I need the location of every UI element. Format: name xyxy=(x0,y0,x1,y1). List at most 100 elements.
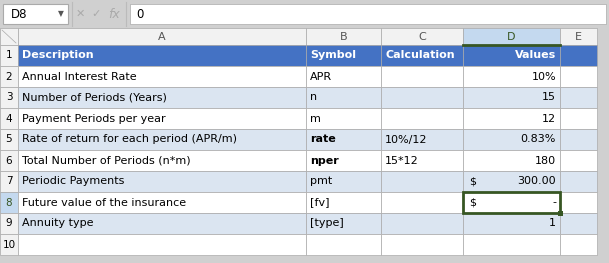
Bar xyxy=(306,150,381,171)
Text: D8: D8 xyxy=(11,8,27,21)
Bar xyxy=(0,108,18,129)
Bar xyxy=(306,87,381,108)
Text: m: m xyxy=(310,114,321,124)
Bar xyxy=(306,234,381,255)
Bar xyxy=(130,4,606,24)
Bar xyxy=(463,192,560,213)
Text: [fv]: [fv] xyxy=(310,198,329,208)
Bar xyxy=(18,28,306,45)
Bar xyxy=(306,45,381,66)
Bar xyxy=(463,171,560,192)
Text: 300.00: 300.00 xyxy=(518,176,556,186)
Bar xyxy=(306,108,381,129)
Text: Symbol: Symbol xyxy=(310,50,356,60)
Text: 1: 1 xyxy=(5,50,12,60)
Bar xyxy=(381,129,463,150)
Bar xyxy=(463,129,560,150)
Text: 15*12: 15*12 xyxy=(385,155,419,165)
Bar xyxy=(381,171,463,192)
Bar xyxy=(18,66,306,87)
Bar xyxy=(560,129,597,150)
Bar xyxy=(381,87,463,108)
Text: E: E xyxy=(575,32,582,42)
Text: 10: 10 xyxy=(2,240,16,250)
Bar xyxy=(0,45,18,66)
Text: $: $ xyxy=(469,198,476,208)
Bar xyxy=(306,171,381,192)
Text: Annual Interest Rate: Annual Interest Rate xyxy=(22,72,136,82)
Text: Number of Periods (Years): Number of Periods (Years) xyxy=(22,93,167,103)
Bar xyxy=(0,234,18,255)
Text: Values: Values xyxy=(515,50,556,60)
Bar xyxy=(463,87,560,108)
Text: 2: 2 xyxy=(5,72,12,82)
Bar xyxy=(560,213,597,234)
Bar xyxy=(306,213,381,234)
Text: [type]: [type] xyxy=(310,219,343,229)
Bar xyxy=(560,234,597,255)
Bar xyxy=(560,66,597,87)
Text: ✕: ✕ xyxy=(76,9,85,19)
Bar xyxy=(381,45,463,66)
Bar xyxy=(463,66,560,87)
Bar xyxy=(0,129,18,150)
Text: Future value of the insurance: Future value of the insurance xyxy=(22,198,186,208)
Text: 10%: 10% xyxy=(532,72,556,82)
Text: Total Number of Periods (n*m): Total Number of Periods (n*m) xyxy=(22,155,191,165)
Bar xyxy=(463,234,560,255)
Bar xyxy=(381,234,463,255)
Text: ✓: ✓ xyxy=(91,9,100,19)
Text: Calculation: Calculation xyxy=(385,50,455,60)
Text: 10%/12: 10%/12 xyxy=(385,134,428,144)
Text: APR: APR xyxy=(310,72,332,82)
Bar xyxy=(18,192,306,213)
Bar xyxy=(0,66,18,87)
Text: B: B xyxy=(340,32,347,42)
Bar xyxy=(381,213,463,234)
Bar xyxy=(381,150,463,171)
Bar xyxy=(306,192,381,213)
Text: 3: 3 xyxy=(5,93,12,103)
Bar xyxy=(560,28,597,45)
Bar xyxy=(463,108,560,129)
Text: 6: 6 xyxy=(5,155,12,165)
Bar xyxy=(463,45,560,66)
Bar xyxy=(0,0,609,28)
Bar xyxy=(306,28,381,45)
Text: Periodic Payments: Periodic Payments xyxy=(22,176,124,186)
Bar xyxy=(560,108,597,129)
Bar xyxy=(306,129,381,150)
Bar xyxy=(463,28,560,45)
Text: 0.83%: 0.83% xyxy=(521,134,556,144)
Text: $: $ xyxy=(469,176,476,186)
Text: 180: 180 xyxy=(535,155,556,165)
Bar xyxy=(3,4,68,24)
Text: 9: 9 xyxy=(5,219,12,229)
Bar xyxy=(381,192,463,213)
Text: Annuity type: Annuity type xyxy=(22,219,94,229)
Text: 4: 4 xyxy=(5,114,12,124)
Text: 0: 0 xyxy=(136,8,143,21)
Bar xyxy=(463,213,560,234)
Bar xyxy=(18,45,306,66)
Text: 12: 12 xyxy=(542,114,556,124)
Text: D: D xyxy=(507,32,516,42)
Bar xyxy=(18,171,306,192)
Text: pmt: pmt xyxy=(310,176,333,186)
Bar xyxy=(381,108,463,129)
Bar xyxy=(560,150,597,171)
Bar xyxy=(18,108,306,129)
Bar xyxy=(306,66,381,87)
Text: 5: 5 xyxy=(5,134,12,144)
Bar xyxy=(560,87,597,108)
Text: C: C xyxy=(418,32,426,42)
Text: -: - xyxy=(552,198,556,208)
Bar xyxy=(0,28,18,45)
Bar xyxy=(463,150,560,171)
Bar xyxy=(0,192,18,213)
Bar xyxy=(381,28,463,45)
Bar xyxy=(560,45,597,66)
Text: Rate of return for each period (APR/m): Rate of return for each period (APR/m) xyxy=(22,134,237,144)
Text: 8: 8 xyxy=(5,198,12,208)
Bar xyxy=(381,66,463,87)
